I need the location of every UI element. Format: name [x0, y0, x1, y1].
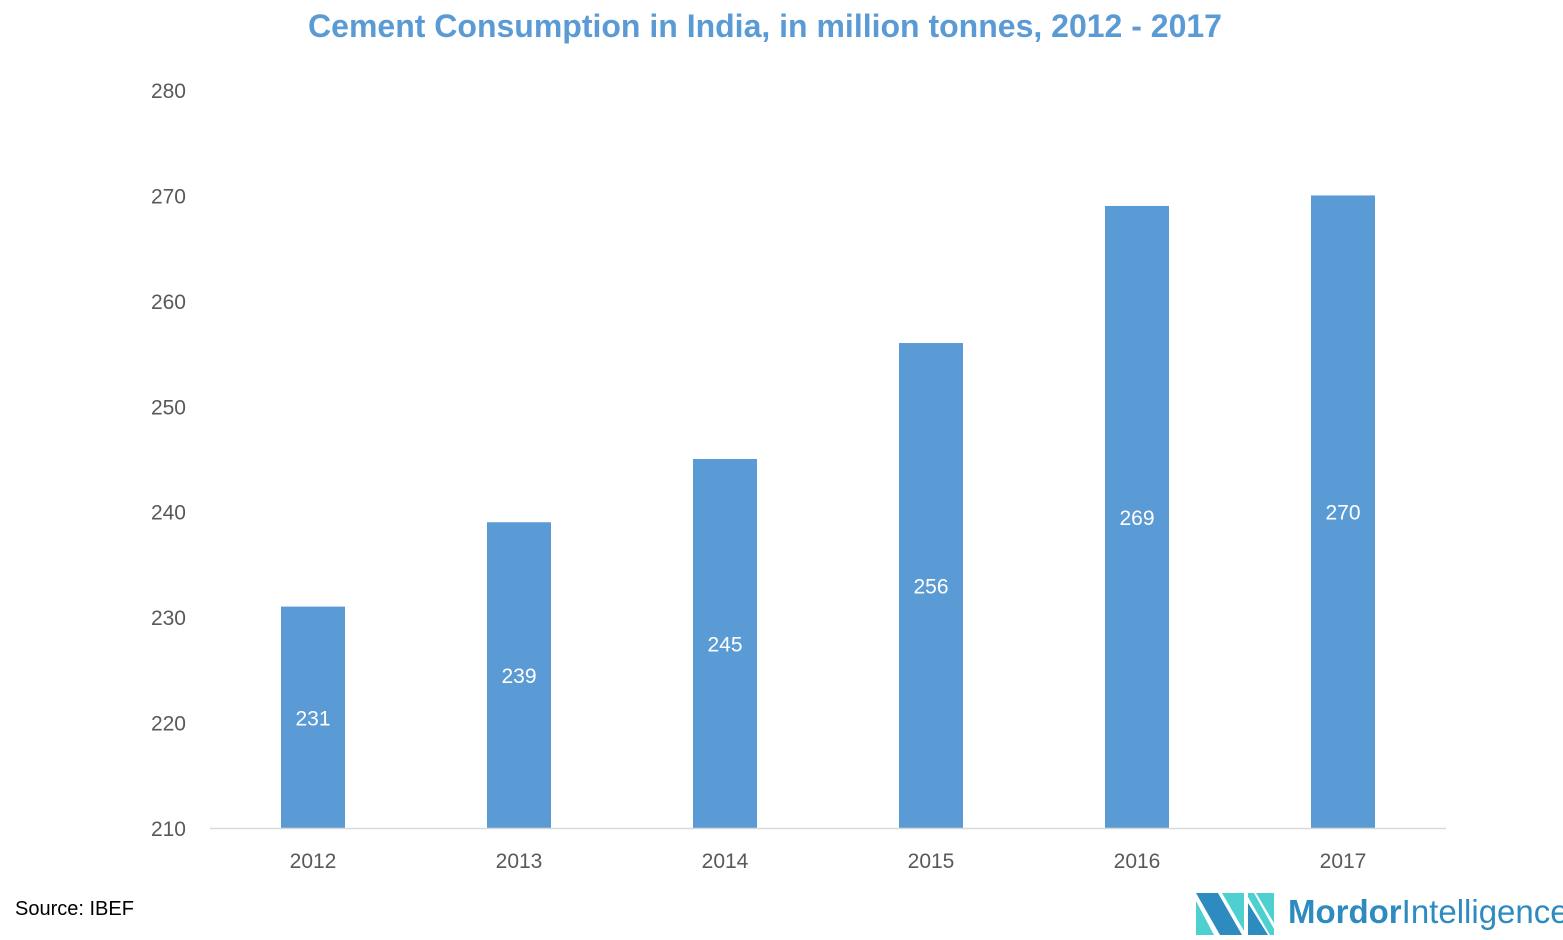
x-tick-label: 2012	[290, 850, 337, 873]
logo-word-intelligence: Intelligence	[1401, 893, 1563, 930]
bar-2013	[487, 522, 551, 828]
bar-chart: 210 220 230 240 250 260 270 280 231 2012 239 2013 24…	[151, 80, 1446, 873]
y-tick-label: 250	[151, 396, 186, 419]
data-label: 239	[501, 665, 536, 688]
bar-2016	[1105, 205, 1169, 828]
x-tick-label: 2017	[1320, 850, 1367, 873]
bar-2015	[899, 343, 963, 828]
y-tick-label: 240	[151, 502, 186, 525]
y-tick-label: 270	[151, 185, 186, 208]
x-tick-label: 2014	[702, 850, 749, 873]
bar-2012	[281, 606, 345, 828]
data-label: 270	[1325, 502, 1360, 525]
data-label: 231	[295, 707, 330, 730]
x-tick-label: 2016	[1114, 850, 1161, 873]
bar-2017	[1311, 195, 1375, 828]
y-tick-label: 230	[151, 607, 186, 630]
mordor-logo-icon	[1196, 893, 1274, 935]
chart-title: Cement Consumption in India, in million …	[308, 8, 1222, 44]
y-tick-label: 210	[151, 818, 186, 841]
logo-text: MordorIntelligence	[1288, 893, 1563, 931]
source-note: Source: IBEF	[15, 898, 134, 920]
y-tick-label: 220	[151, 713, 186, 736]
bar-2014	[693, 459, 757, 828]
x-tick-label: 2013	[496, 850, 543, 873]
data-label: 245	[707, 634, 742, 657]
data-label: 256	[913, 576, 948, 599]
logo-word-mordor: Mordor	[1288, 893, 1402, 930]
y-tick-label: 280	[151, 80, 186, 103]
y-tick-label: 260	[151, 291, 186, 314]
data-label: 269	[1119, 507, 1154, 530]
x-tick-label: 2015	[908, 850, 955, 873]
